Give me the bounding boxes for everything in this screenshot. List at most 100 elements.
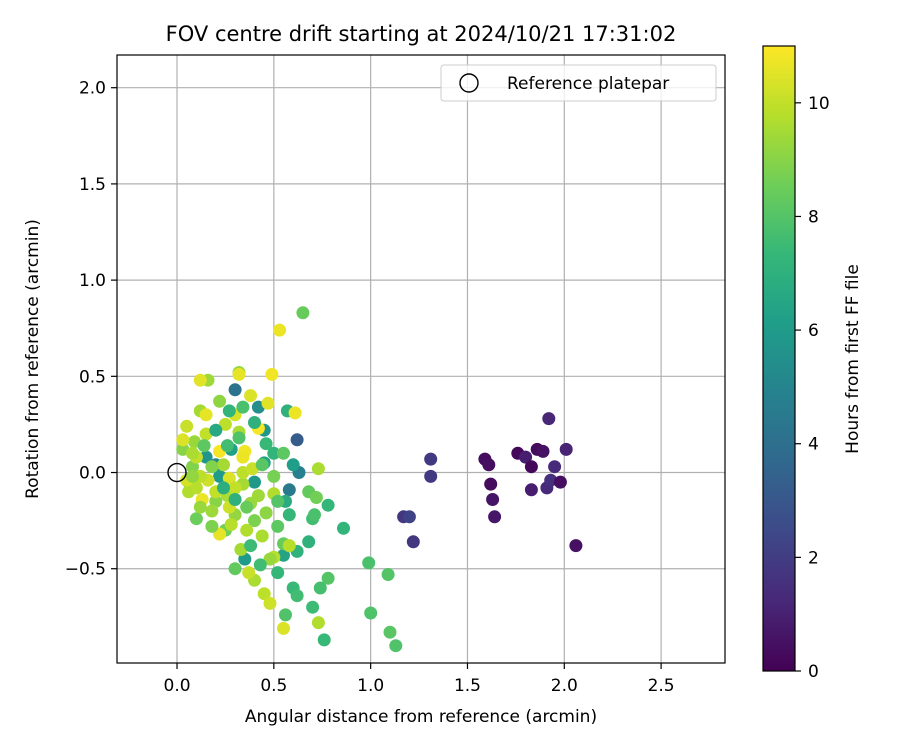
data-point bbox=[242, 566, 256, 580]
data-point bbox=[482, 458, 496, 472]
data-point bbox=[259, 437, 273, 451]
grid-lines bbox=[117, 55, 725, 663]
y-tick-label: 1.0 bbox=[79, 271, 106, 291]
data-point bbox=[309, 491, 323, 504]
plot-frame bbox=[116, 54, 726, 664]
data-point bbox=[255, 458, 269, 472]
colorbar-tick-label: 0 bbox=[808, 662, 819, 682]
data-point bbox=[313, 581, 327, 595]
data-point bbox=[186, 469, 199, 483]
data-point bbox=[257, 587, 271, 601]
data-point bbox=[381, 568, 395, 581]
data-point bbox=[484, 477, 498, 491]
data-point bbox=[282, 539, 296, 553]
data-point bbox=[176, 433, 190, 447]
data-point bbox=[286, 458, 300, 472]
colorbar-tick-label: 10 bbox=[808, 94, 830, 114]
data-point bbox=[220, 439, 234, 453]
data-point bbox=[248, 416, 261, 429]
data-point bbox=[306, 600, 320, 614]
data-point bbox=[383, 625, 397, 639]
data-point bbox=[311, 616, 325, 630]
data-point bbox=[213, 469, 227, 483]
data-point bbox=[277, 621, 290, 635]
y-axis-label: Rotation from reference (arcmin) bbox=[23, 219, 43, 499]
data-point bbox=[337, 521, 350, 535]
data-point bbox=[240, 500, 254, 514]
data-point bbox=[271, 494, 285, 508]
data-point bbox=[277, 446, 290, 460]
data-point bbox=[273, 323, 287, 337]
data-point bbox=[222, 404, 236, 418]
data-point bbox=[265, 367, 279, 381]
data-point bbox=[209, 423, 223, 437]
data-point bbox=[424, 452, 438, 466]
data-point bbox=[524, 483, 538, 497]
data-point bbox=[364, 606, 378, 620]
data-point bbox=[251, 489, 265, 503]
x-tick-label: 2.0 bbox=[551, 676, 578, 696]
data-point bbox=[205, 460, 219, 474]
data-point bbox=[296, 306, 310, 320]
colorbar-gradient bbox=[763, 46, 795, 671]
reference-marker bbox=[167, 462, 187, 483]
colorbar-tick-label: 6 bbox=[808, 321, 819, 341]
data-point bbox=[544, 473, 558, 487]
data-point bbox=[205, 519, 219, 533]
data-point bbox=[553, 475, 567, 489]
data-point bbox=[279, 608, 292, 622]
data-point bbox=[255, 529, 269, 543]
data-point bbox=[228, 493, 242, 506]
data-point bbox=[290, 433, 304, 447]
data-point bbox=[263, 552, 277, 566]
colorbar-tick-label: 4 bbox=[808, 435, 819, 455]
data-point bbox=[271, 519, 285, 533]
data-point bbox=[402, 510, 416, 524]
y-tick-label: −0.5 bbox=[65, 560, 106, 580]
data-point bbox=[217, 458, 230, 472]
data-point bbox=[542, 412, 556, 426]
data-point bbox=[193, 373, 207, 387]
data-point bbox=[228, 562, 242, 576]
data-point bbox=[244, 539, 258, 553]
data-point bbox=[282, 508, 296, 522]
data-point bbox=[259, 506, 273, 520]
legend-marker bbox=[459, 73, 479, 93]
data-point bbox=[290, 589, 304, 603]
data-point bbox=[217, 481, 230, 495]
data-point bbox=[189, 512, 203, 526]
data-point bbox=[311, 462, 325, 476]
data-point bbox=[213, 394, 227, 408]
reference-point bbox=[167, 462, 187, 483]
data-point bbox=[248, 475, 261, 489]
data-point bbox=[277, 548, 290, 562]
data-point bbox=[232, 431, 246, 445]
colorbar-label: Hours from first FF file bbox=[843, 264, 863, 454]
data-point bbox=[317, 633, 331, 647]
data-point bbox=[224, 518, 238, 531]
data-point bbox=[569, 539, 583, 553]
data-point bbox=[486, 493, 500, 506]
data-point bbox=[548, 460, 562, 474]
colorbar-ticks: 0 2 4 6 8 10 bbox=[795, 94, 830, 682]
colorbar: 0 2 4 6 8 10 Hours from first FF file bbox=[762, 45, 863, 682]
data-point bbox=[321, 571, 335, 585]
colorbar-tick-label: 8 bbox=[808, 207, 819, 227]
data-point bbox=[362, 556, 376, 570]
data-point bbox=[253, 558, 267, 572]
data-point bbox=[389, 639, 403, 653]
x-tick-label: 1.5 bbox=[454, 676, 481, 696]
data-point bbox=[424, 469, 438, 483]
data-point bbox=[232, 367, 246, 381]
data-point bbox=[524, 460, 538, 474]
data-point bbox=[321, 498, 335, 512]
data-point bbox=[236, 450, 250, 464]
data-point bbox=[536, 444, 550, 458]
data-point bbox=[240, 523, 254, 537]
colorbar-tick-label: 2 bbox=[808, 548, 819, 568]
data-point bbox=[308, 508, 321, 522]
y-axis-ticks: −0.5 0.0 0.5 1.0 1.5 2.0 bbox=[65, 79, 117, 580]
data-point bbox=[406, 535, 420, 549]
data-point bbox=[302, 535, 316, 549]
data-point bbox=[189, 481, 203, 495]
